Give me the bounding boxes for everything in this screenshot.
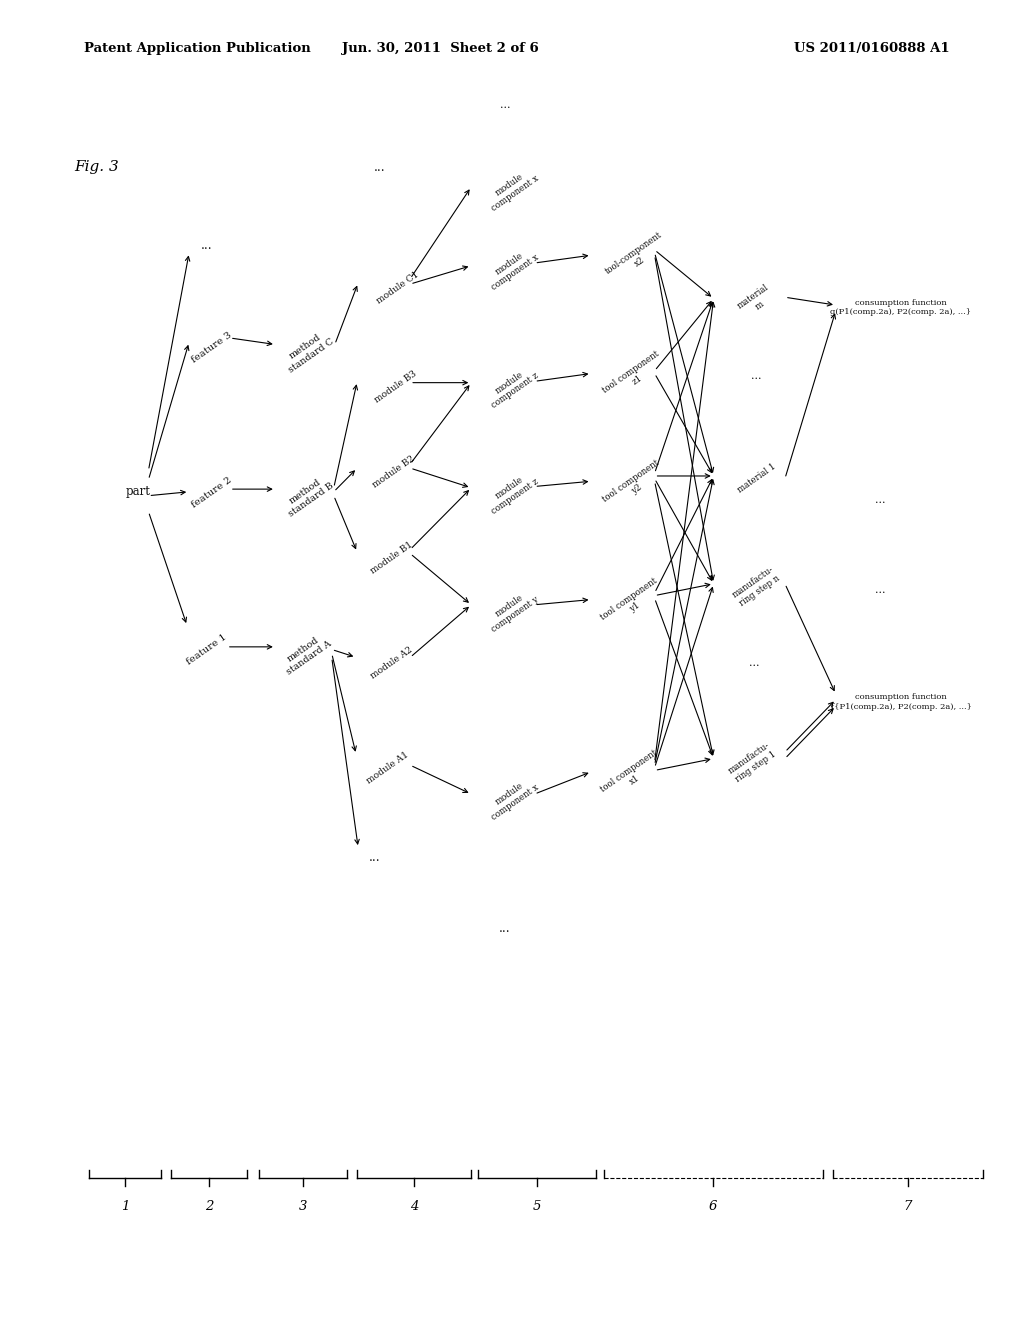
Text: module B2: module B2: [372, 454, 417, 490]
Text: module
component x: module component x: [483, 774, 541, 822]
Text: US 2011/0160888 A1: US 2011/0160888 A1: [795, 42, 950, 55]
Text: ...: ...: [876, 495, 886, 504]
Text: Patent Application Publication: Patent Application Publication: [84, 42, 311, 55]
Text: ...: ...: [752, 371, 762, 381]
Text: method
standard B: method standard B: [282, 473, 336, 519]
Text: material
m: material m: [736, 282, 777, 319]
Text: feature 1: feature 1: [184, 632, 228, 667]
Text: module
component x: module component x: [483, 244, 541, 292]
Text: method
standard C: method standard C: [281, 327, 336, 375]
Text: Jun. 30, 2011  Sheet 2 of 6: Jun. 30, 2011 Sheet 2 of 6: [342, 42, 539, 55]
Text: module C1: module C1: [375, 271, 421, 306]
Text: ...: ...: [499, 921, 511, 935]
Text: method
standard A: method standard A: [280, 631, 334, 676]
Text: module A1: module A1: [366, 750, 411, 785]
Text: module
component y: module component y: [483, 586, 541, 634]
Text: 1: 1: [121, 1200, 129, 1213]
Text: 7: 7: [903, 1200, 911, 1213]
Text: module
component x: module component x: [483, 165, 541, 214]
Text: manufactu-
ring step n: manufactu- ring step n: [731, 565, 781, 609]
Text: 4: 4: [410, 1200, 419, 1213]
Text: 2: 2: [205, 1200, 213, 1213]
Text: part: part: [126, 486, 151, 498]
Text: tool component
z1: tool component z1: [601, 348, 668, 403]
Text: module
component z: module component z: [483, 363, 541, 411]
Text: Fig. 3: Fig. 3: [74, 160, 119, 174]
Text: ...: ...: [876, 585, 886, 595]
Text: module B3: module B3: [373, 368, 419, 404]
Text: tool-component
x2: tool-component x2: [603, 231, 670, 285]
Text: ...: ...: [500, 100, 510, 111]
Text: material 1: material 1: [735, 462, 777, 495]
Text: 5: 5: [532, 1200, 541, 1213]
Text: ...: ...: [369, 850, 380, 863]
Text: ...: ...: [374, 161, 385, 174]
Text: tool component
y2: tool component y2: [601, 458, 668, 512]
Text: manufactu-
ring step 1: manufactu- ring step 1: [727, 741, 778, 784]
Text: feature 2: feature 2: [189, 477, 233, 510]
Text: ...: ...: [201, 239, 212, 252]
Text: tool component
x1: tool component x1: [599, 748, 666, 803]
Text: feature 3: feature 3: [189, 330, 233, 364]
Text: consumption function
g(P1(comp.2a), P2(comp. 2a), ...}: consumption function g(P1(comp.2a), P2(c…: [830, 300, 972, 317]
Text: tool component
y1: tool component y1: [599, 577, 666, 631]
Text: consumption function
f{P1(comp.2a), P2(comp. 2a), ...}: consumption function f{P1(comp.2a), P2(c…: [830, 693, 972, 710]
Text: 3: 3: [299, 1200, 307, 1213]
Text: 6: 6: [709, 1200, 718, 1213]
Text: module
component z: module component z: [483, 469, 541, 516]
Text: ...: ...: [750, 657, 760, 668]
Text: module B1: module B1: [369, 540, 415, 576]
Text: module A2: module A2: [370, 645, 415, 680]
